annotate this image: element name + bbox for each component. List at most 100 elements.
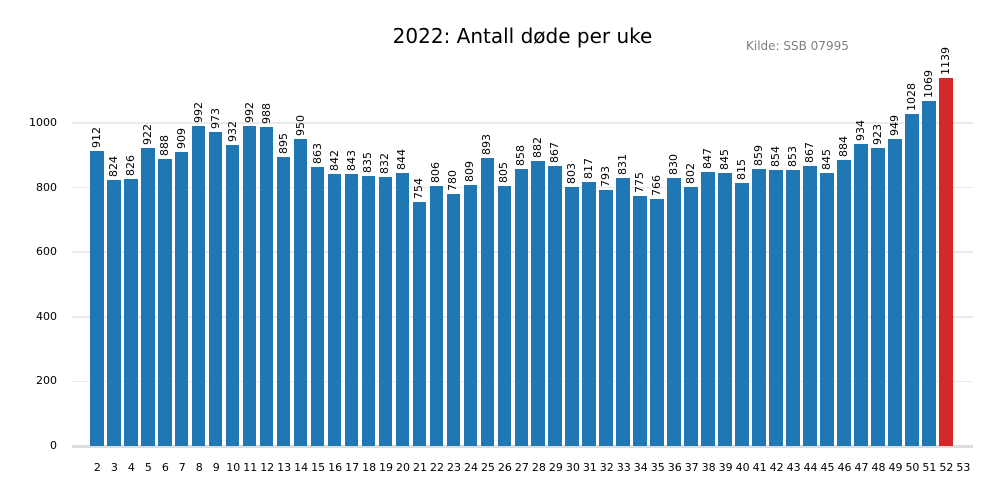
- bar-value-label: 847: [701, 148, 715, 170]
- x-tick-label: 6: [161, 461, 169, 474]
- bar: [208, 131, 223, 446]
- bar-value-label: 1069: [921, 69, 935, 98]
- bar: [531, 161, 546, 446]
- x-tick-label: 14: [294, 461, 309, 474]
- x-tick-label: 44: [803, 461, 818, 474]
- y-tick-label: 400: [36, 309, 57, 323]
- bar-value-label: 973: [208, 107, 222, 129]
- x-tick-label: 46: [837, 461, 852, 474]
- bar: [565, 186, 580, 446]
- bar-value-label: 923: [870, 123, 884, 145]
- bar-value-label: 754: [412, 178, 426, 200]
- x-tick-label: 53: [956, 461, 971, 474]
- x-tick-label: 32: [599, 461, 614, 474]
- x-tick-label: 36: [667, 461, 682, 474]
- bar: [769, 170, 783, 446]
- x-tick-label: 31: [582, 461, 597, 474]
- x-tick-label: 20: [396, 461, 411, 474]
- x-tick-label: 34: [633, 461, 648, 474]
- bar-value-label: 842: [327, 150, 341, 172]
- bar-value-label: 806: [429, 161, 443, 183]
- bar-value-label: 830: [667, 153, 681, 175]
- bar: [174, 152, 189, 446]
- bar-value-label: 992: [242, 101, 256, 123]
- bar-value-label: 992: [191, 101, 205, 123]
- bar: [633, 195, 647, 446]
- y-tick-label: 200: [36, 374, 57, 388]
- bar: [599, 189, 613, 446]
- bar: [888, 139, 902, 446]
- x-tick-label: 27: [514, 461, 529, 474]
- bar-value-label: 1028: [904, 82, 918, 111]
- x-tick-label: 10: [226, 461, 241, 474]
- bar-value-label: 803: [565, 162, 579, 184]
- bar: [786, 170, 800, 446]
- bar: [429, 185, 444, 446]
- x-tick-label: 40: [735, 461, 750, 474]
- bar-value-label: 1139: [938, 47, 952, 76]
- x-tick-label: 41: [752, 461, 767, 474]
- bar: [293, 139, 308, 446]
- x-tick-label: 19: [379, 461, 394, 474]
- x-tick-label: 23: [446, 461, 461, 474]
- bar: [854, 144, 868, 446]
- x-tick-label: 5: [144, 461, 152, 474]
- bar: [837, 160, 851, 446]
- bar-value-label: 845: [819, 149, 833, 171]
- bar-value-label: 835: [361, 152, 375, 174]
- source-note: Kilde: SSB 07995: [746, 39, 849, 53]
- x-tick-label: 47: [854, 461, 869, 474]
- bar-value-label: 949: [887, 115, 901, 137]
- x-tick-label: 26: [497, 461, 512, 474]
- bar: [616, 177, 630, 446]
- bar-value-label: 867: [802, 141, 816, 163]
- bar-value-label: 882: [531, 137, 545, 159]
- gridline: [72, 122, 973, 124]
- x-tick-label: 33: [616, 461, 631, 474]
- bar: [480, 157, 495, 446]
- x-tick-label: 38: [701, 461, 716, 474]
- bar-value-label: 817: [582, 158, 596, 180]
- bar-value-label: 815: [735, 158, 749, 180]
- x-tick-label: 39: [718, 461, 733, 474]
- x-tick-label: 51: [922, 461, 937, 474]
- bar-value-label: 863: [310, 143, 324, 165]
- bar-value-label: 854: [769, 146, 782, 168]
- x-tick-label: 3: [110, 461, 118, 474]
- bar: [752, 168, 766, 446]
- bar-value-label: 912: [89, 127, 103, 149]
- bar: [259, 126, 274, 446]
- bar: [548, 165, 563, 446]
- bar-value-label: 859: [752, 144, 766, 166]
- x-tick-label: 8: [195, 461, 203, 474]
- x-tick-label: 4: [127, 461, 135, 474]
- chart-title: 2022: Antall døde per uke: [392, 24, 653, 48]
- bar: [140, 148, 155, 446]
- bar: [582, 182, 596, 446]
- y-tick-label: 0: [50, 439, 57, 452]
- x-tick-label: 35: [650, 461, 665, 474]
- bar-value-label: 832: [378, 153, 392, 175]
- bar: [378, 177, 393, 446]
- bar: [871, 147, 885, 446]
- bar-value-label: 826: [123, 155, 137, 177]
- bar: [242, 125, 257, 446]
- bar-value-label: 867: [548, 141, 562, 163]
- bar: [701, 172, 715, 446]
- bar-value-label: 893: [480, 133, 494, 155]
- x-tick-label: 43: [786, 461, 801, 474]
- bar: [735, 182, 749, 446]
- bar-value-label: 775: [633, 171, 647, 193]
- bar: [497, 185, 512, 446]
- bar-value-label: 934: [853, 120, 867, 142]
- bar-value-label: 884: [836, 136, 850, 158]
- x-tick-label: 11: [243, 461, 258, 474]
- x-tick-label: 9: [212, 461, 220, 474]
- bar-value-label: 780: [446, 170, 460, 192]
- bar: [667, 177, 681, 446]
- bar: [310, 167, 325, 446]
- bar-value-label: 853: [785, 146, 799, 168]
- y-tick-label: 800: [36, 180, 57, 194]
- x-tick-label: 52: [939, 461, 954, 474]
